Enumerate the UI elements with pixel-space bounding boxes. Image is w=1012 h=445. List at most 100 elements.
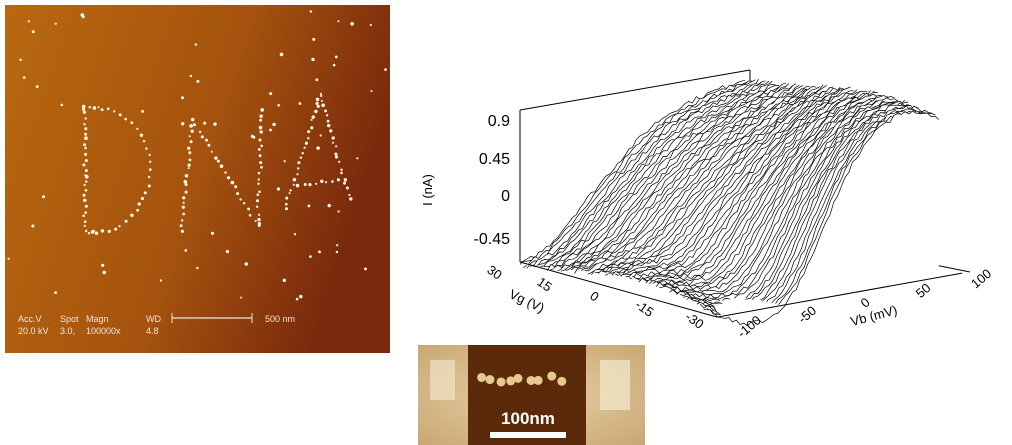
- particle: [327, 124, 330, 127]
- particle: [88, 232, 90, 234]
- particle: [260, 166, 263, 169]
- particle: [257, 194, 260, 197]
- particle: [31, 225, 34, 228]
- particle: [83, 111, 86, 114]
- particle: [83, 123, 85, 125]
- particle: [195, 43, 197, 45]
- particle: [85, 175, 89, 179]
- particle: [259, 126, 263, 130]
- sem-image: [5, 5, 390, 353]
- particle: [190, 75, 192, 77]
- particle: [245, 262, 248, 265]
- particle: [284, 160, 286, 162]
- particle: [148, 185, 151, 188]
- particle: [331, 180, 334, 183]
- particle: [497, 377, 506, 386]
- particle: [285, 203, 288, 206]
- particle: [149, 154, 151, 156]
- particle: [334, 153, 337, 156]
- particle: [315, 183, 317, 185]
- particle: [247, 208, 250, 211]
- particle: [145, 147, 147, 149]
- particle: [93, 106, 97, 110]
- particle: [333, 64, 336, 67]
- particle: [183, 202, 185, 204]
- particle: [308, 183, 311, 186]
- particle: [231, 181, 235, 185]
- particle: [311, 119, 313, 121]
- particle: [103, 271, 106, 274]
- particle: [19, 59, 21, 61]
- particle: [82, 105, 86, 109]
- afm-feature: [600, 360, 630, 410]
- particle: [140, 134, 143, 137]
- y-tick-label: 50: [913, 280, 934, 301]
- particle: [181, 122, 184, 125]
- particle: [260, 145, 263, 148]
- particle: [260, 130, 263, 133]
- z-axis-label: I (nA): [420, 174, 435, 206]
- particle: [85, 189, 88, 192]
- particle: [251, 135, 254, 138]
- particle: [185, 249, 188, 252]
- particle: [160, 279, 162, 281]
- particle: [305, 142, 308, 145]
- particle: [329, 129, 332, 132]
- particle: [189, 159, 192, 162]
- particle: [196, 80, 199, 83]
- particle: [85, 180, 87, 182]
- particle: [310, 10, 312, 12]
- particle: [320, 134, 322, 136]
- sem-text: 3.0,: [60, 326, 75, 336]
- particle: [196, 267, 198, 269]
- particle: [214, 156, 217, 159]
- particle: [335, 56, 338, 59]
- particle: [54, 291, 57, 294]
- particle: [138, 202, 141, 205]
- particle: [335, 145, 337, 147]
- particle: [182, 206, 185, 209]
- particle: [85, 169, 88, 172]
- particle: [307, 130, 310, 133]
- z-tick-label: 0.45: [479, 151, 510, 168]
- particle: [297, 167, 299, 169]
- particle: [84, 211, 87, 214]
- particle: [285, 207, 288, 210]
- y-tick-label: -50: [795, 303, 819, 327]
- inset-scale-bar: [490, 432, 566, 438]
- particle: [299, 295, 302, 298]
- particle: [130, 214, 133, 217]
- particle: [340, 172, 343, 175]
- particle: [193, 123, 196, 126]
- particle: [220, 164, 224, 168]
- particle: [113, 110, 115, 112]
- particle: [187, 147, 190, 150]
- particle: [258, 214, 260, 216]
- particle: [320, 180, 323, 183]
- particle: [149, 168, 152, 171]
- particle: [296, 173, 298, 175]
- particle: [277, 187, 280, 190]
- particle: [249, 214, 252, 217]
- sem-text: 20.0 kV: [18, 326, 49, 336]
- particle: [293, 184, 295, 186]
- particle: [81, 13, 85, 17]
- particle: [514, 374, 523, 383]
- x-tick-label: -15: [633, 297, 657, 320]
- particle: [118, 225, 120, 227]
- particle: [191, 118, 194, 121]
- particle: [108, 230, 111, 233]
- particle: [384, 68, 387, 71]
- particle: [98, 106, 100, 108]
- particle: [257, 183, 259, 185]
- particle: [180, 224, 183, 227]
- particle: [243, 202, 245, 204]
- y-tick-label: 100: [968, 266, 994, 291]
- particle: [85, 205, 88, 208]
- particle: [89, 106, 91, 108]
- particle: [8, 258, 10, 260]
- particle: [269, 92, 272, 95]
- particle: [188, 167, 190, 169]
- particle: [364, 268, 367, 271]
